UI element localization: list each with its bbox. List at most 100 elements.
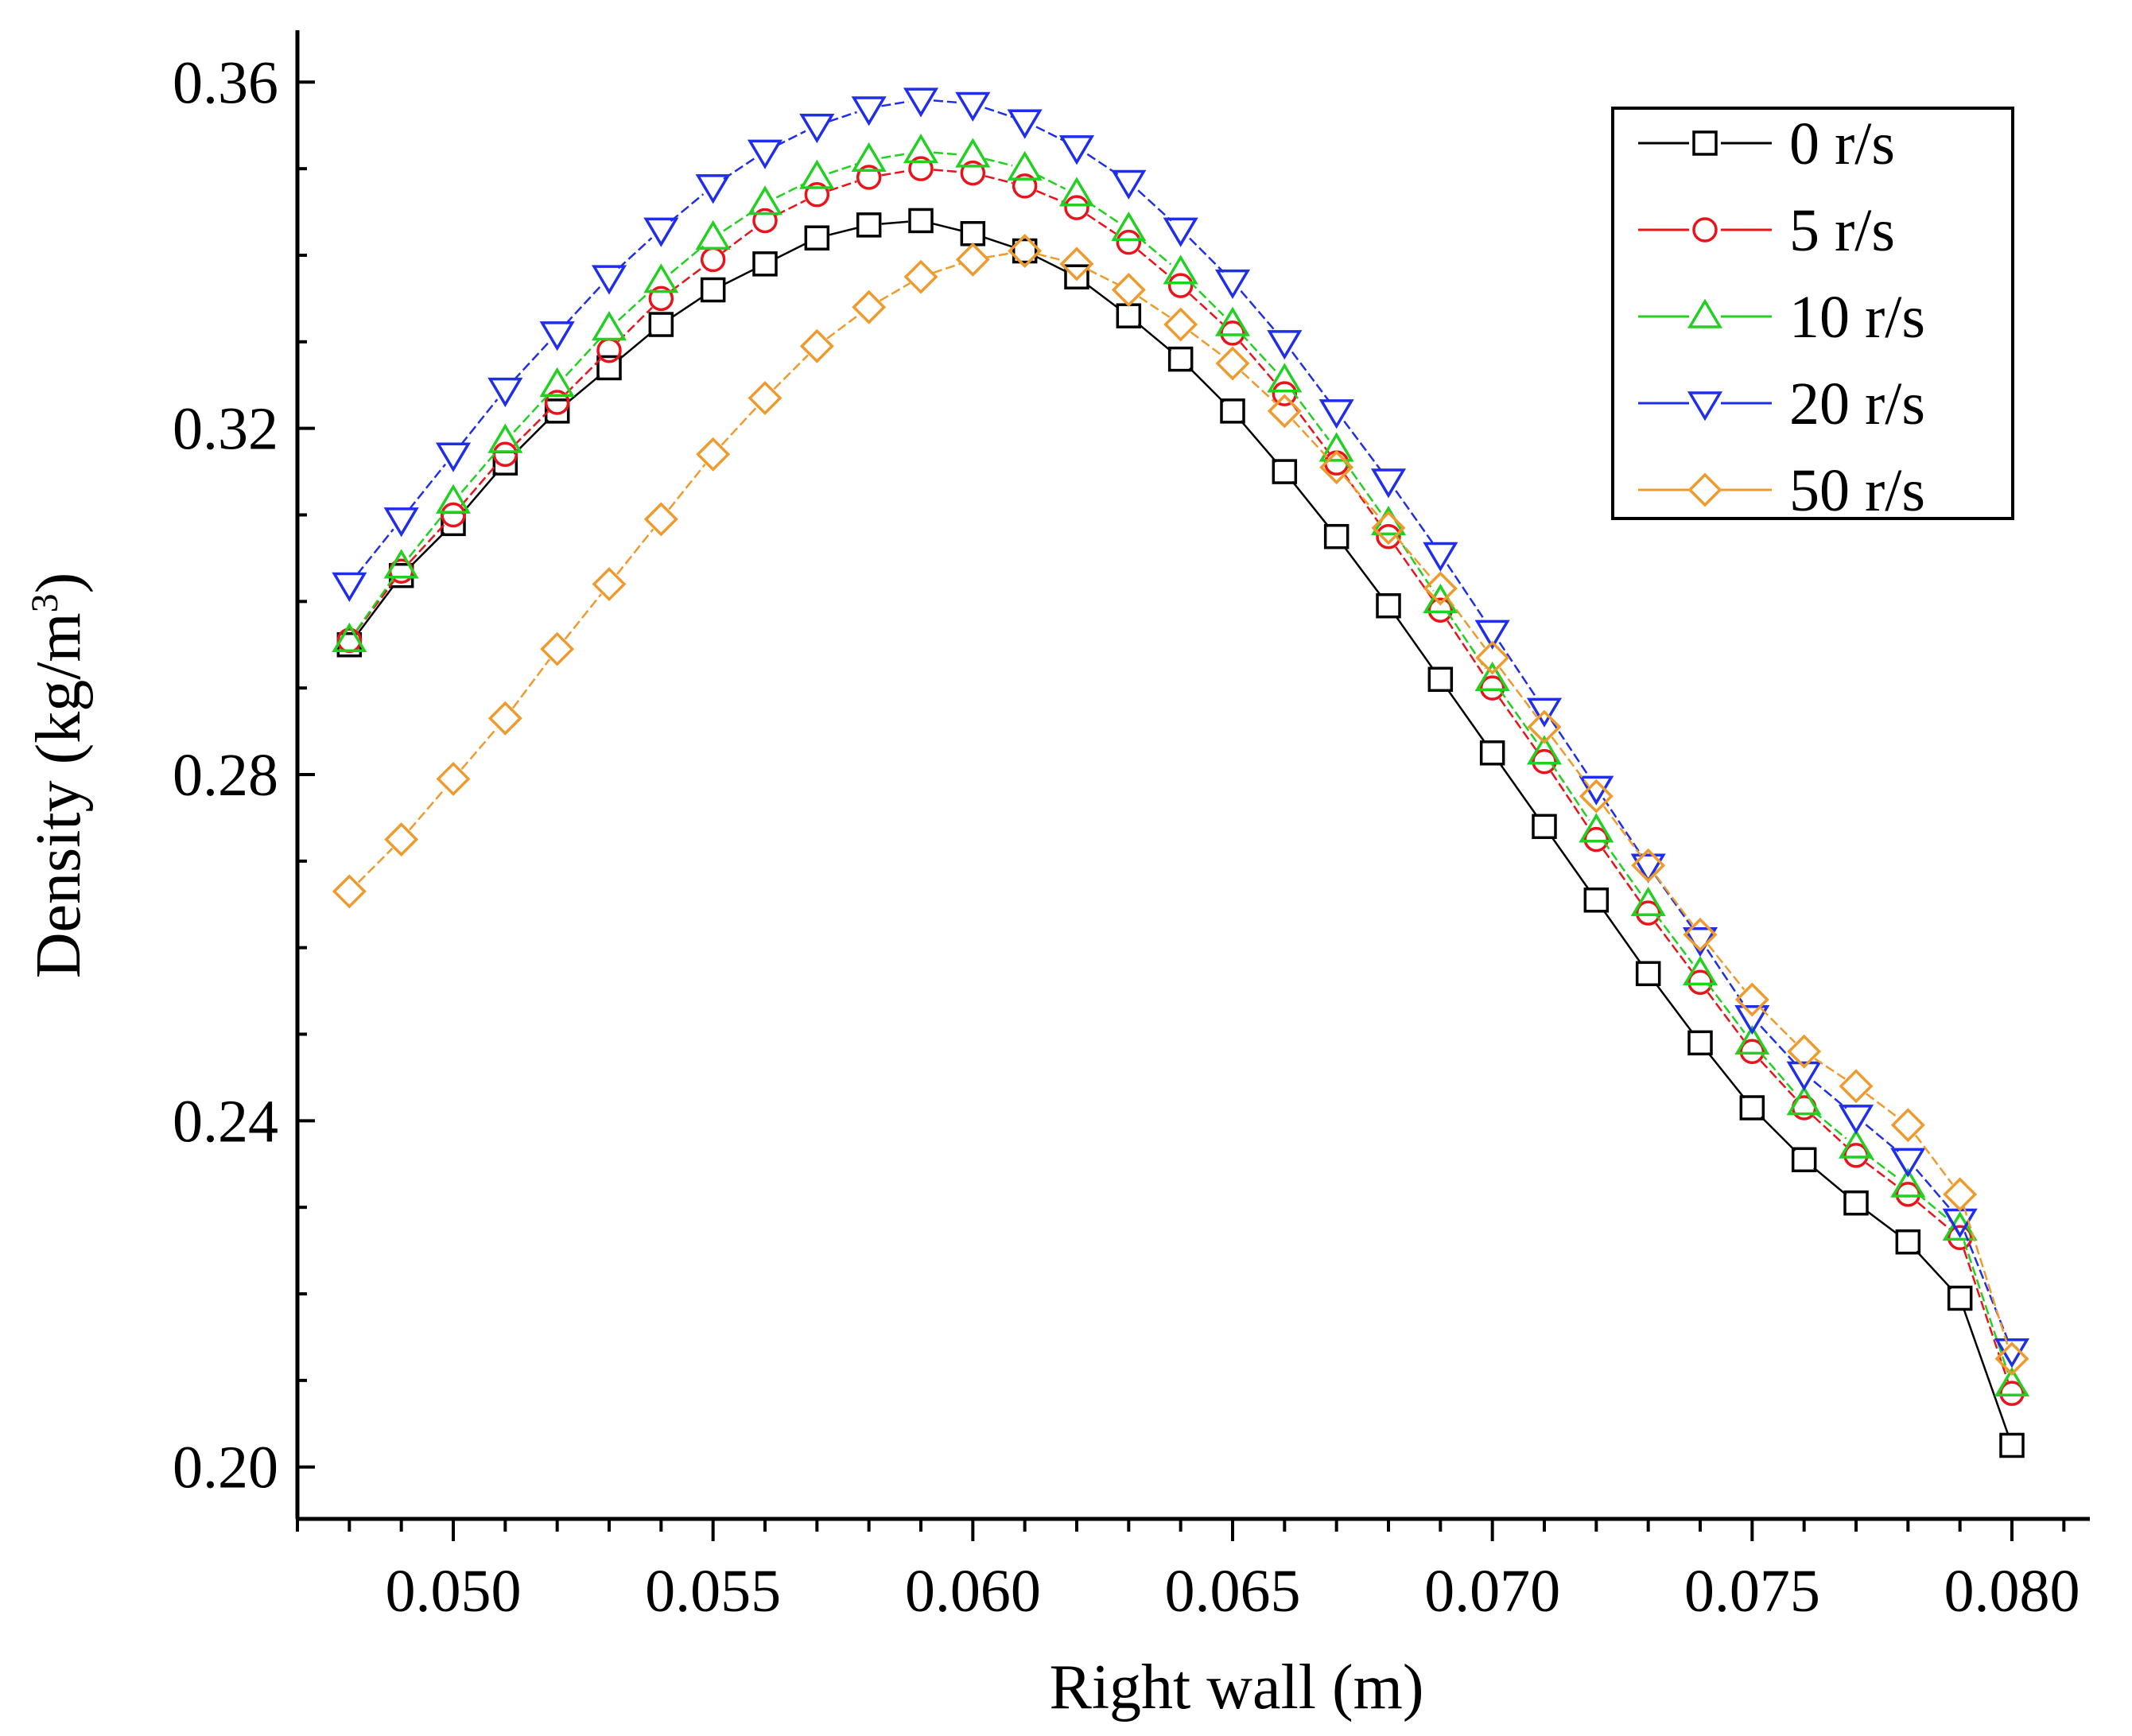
y-axis-title-close: ) [24,573,94,594]
series-line-segment [513,394,550,433]
y-tick-label: 0.24 [173,1088,278,1155]
data-point [908,156,934,181]
data-point [1682,955,1718,986]
series-line-segment [879,282,911,302]
data-point [441,502,466,528]
data-point [1579,813,1614,843]
series-line-segment [409,787,446,831]
data-point [903,259,938,294]
series-line-segment [1291,351,1330,402]
series-line-segment [460,398,499,445]
series-line-segment [408,511,446,558]
data-point [1526,697,1563,728]
series-line-segment [1707,944,1746,991]
series-line-segment [409,523,446,563]
series-line-segment [1394,533,1435,592]
data-point [648,285,674,312]
data-point [332,874,367,909]
series-line-segment [670,296,704,319]
series-line-segment [1190,331,1223,357]
series-line-segment [1137,249,1172,278]
series-line-segment [1240,332,1277,372]
data-point [1479,675,1505,701]
series-line-segment [670,266,704,292]
x-ticks: 0.050 0.055 0.060 0.065 0.070 0.075 0.080 [296,1519,2080,1625]
data-point [1059,247,1094,282]
y-axis-title: Density (kg/m3) [24,573,94,979]
data-point [851,96,887,126]
data-point [1007,109,1043,139]
series-group [332,87,2030,1458]
legend-label: 0 r/s [1789,111,1895,177]
series-line-segment [1342,460,1382,515]
series-line-segment [1760,1060,1796,1100]
data-point [748,381,783,416]
data-point [643,217,679,247]
data-point [799,159,835,189]
series-3 [332,87,2030,1369]
legend-entries: 0 r/s 5 r/s 10 r/s 20 r/s 50 r/s [1638,111,1925,524]
series-line-segment [1138,296,1171,319]
series-line-segment [1655,922,1694,973]
data-point [1116,303,1142,328]
data-point [1734,1004,1770,1035]
series-line-segment [1498,697,1538,752]
data-point [1687,1030,1713,1056]
series-line-segment [1655,983,1694,1034]
series-line-segment [1760,1116,1796,1152]
data-point [436,761,471,796]
data-point [747,139,783,169]
data-point [700,247,726,273]
data-point [1008,234,1043,269]
legend-label: 10 r/s [1789,284,1925,351]
series-line-segment [1602,797,1642,856]
data-point [1687,969,1713,995]
data-point [1376,523,1401,550]
data-point [596,355,622,381]
legend: 0 r/s 5 r/s 10 r/s 20 r/s 50 r/s [1611,107,2014,524]
data-point [1526,735,1563,765]
data-point [856,165,882,190]
series-line-segment [984,251,1013,259]
legend-marker [1687,472,1722,507]
data-point [1630,886,1666,917]
data-point [1064,264,1089,289]
data-point [851,142,887,173]
series-line-segment [1343,546,1382,596]
data-point [1318,432,1354,462]
series-line-segment [1086,213,1119,236]
series-line-segment [932,262,961,274]
data-point [1272,459,1298,484]
data-point [643,263,679,293]
data-point [1370,468,1407,499]
data-point [539,367,575,397]
data-point [1167,273,1194,298]
series-line-segment [1760,1008,1796,1043]
series-line-segment [670,245,705,274]
data-point [908,208,934,234]
data-point [1111,211,1147,242]
data-point [804,182,830,208]
data-point [1838,1128,1874,1159]
data-point [955,242,990,277]
data-point [1583,826,1610,852]
data-point [1220,398,1245,424]
series-line-segment [933,99,961,104]
series-line-segment [460,450,498,493]
data-point [1843,1143,1869,1168]
data-point [1423,542,1458,572]
series-line-segment [1915,1168,1953,1212]
series-line-segment [1963,1241,2010,1373]
data-point [1999,1381,2025,1406]
series-line-segment [565,359,601,394]
data-point [1423,571,1458,606]
series-line-segment [1813,1110,1847,1140]
series-line-segment [984,157,1013,167]
x-tick-label: 0.065 [1165,1558,1301,1625]
legend-marker-bg [1689,386,1721,421]
data-point [1058,135,1095,165]
x-tick-label: 0.070 [1424,1558,1560,1625]
series-line-segment [513,341,550,381]
series-line-segment [984,175,1013,184]
data-point [695,219,731,250]
